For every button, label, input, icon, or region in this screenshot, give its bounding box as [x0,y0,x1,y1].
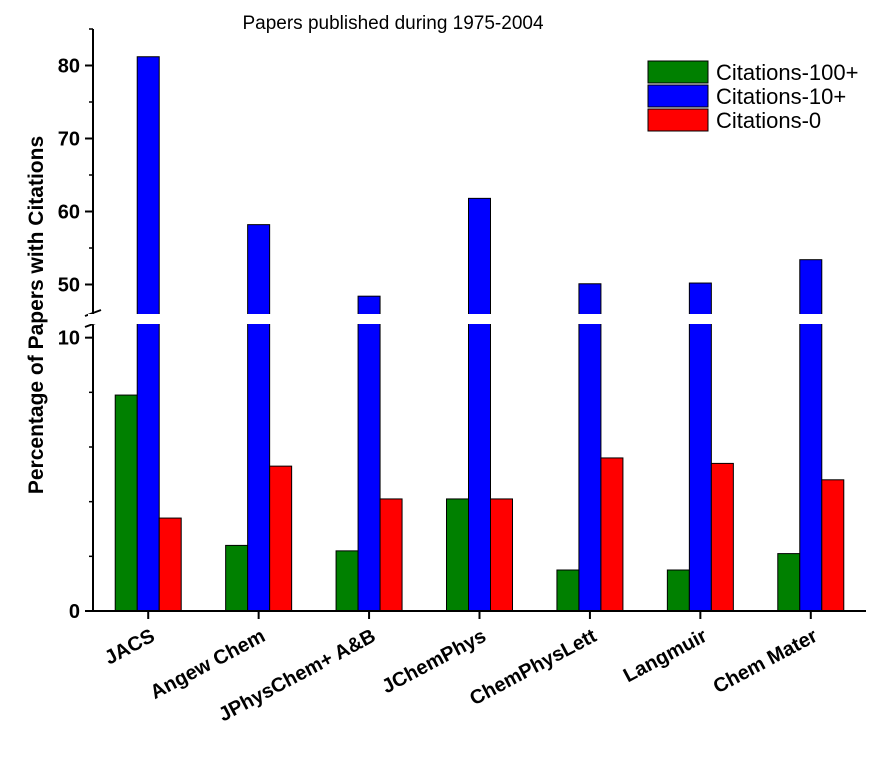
legend-label: Citations-100+ [716,60,858,85]
bar-jacs-series-1 [114,394,138,612]
bar-angew-chem-series-3 [269,465,293,612]
chart-title: Papers published during 1975-2004 [242,13,543,34]
bar-chem-mater-series-1 [777,553,801,612]
bar-jphyschem-a-b-series-1 [335,550,359,612]
y-axis-label: Percentage of Papers with Citations [25,136,48,494]
bars-layer [114,56,845,612]
x-tick-label: Langmuir [620,625,711,687]
bar-chemphyslett-series-3 [600,457,624,612]
bar-jphyschem-a-b-series-3 [379,498,403,612]
bar-langmuir-series-1 [666,569,690,612]
bar-angew-chem-series-2 [247,224,271,612]
y-tick-label: 10 [58,328,80,350]
x-tick-label: ChemPhysLett [466,625,600,710]
bar-chemphyslett-series-2 [578,283,602,612]
y-tick-label: 0 [69,601,80,623]
legend: Citations-100+Citations-10+Citations-0 [647,60,858,133]
legend-label: Citations-0 [716,108,821,133]
bar-jchemphys-series-2 [468,197,491,612]
y-tick-label: 50 [58,275,80,297]
bar-chem-mater-series-2 [799,259,823,612]
x-tick-label: Chem Mater [710,625,822,698]
legend-swatch [647,60,709,84]
bar-jchemphys-series-3 [490,498,513,612]
bar-langmuir-series-3 [710,462,734,612]
legend-label: Citations-10+ [716,84,846,109]
bar-jphyschem-a-b-series-2 [357,295,381,612]
bar-angew-chem-series-1 [225,544,249,612]
y-tick-label: 60 [58,202,80,224]
x-tick-label: JACS [101,625,158,669]
y-tick-label: 70 [58,129,80,151]
bar-chemphyslett-series-1 [556,569,580,612]
legend-swatch [647,108,709,132]
axis-break-band [88,314,871,324]
bar-jacs-series-3 [158,517,182,612]
axis-break-mark [84,309,102,317]
y-tick-label: 80 [58,56,80,78]
bar-chem-mater-series-3 [821,479,845,612]
bar-jchemphys-series-1 [446,498,469,612]
bar-jacs-series-2 [136,56,160,612]
bar-langmuir-series-2 [688,282,712,612]
legend-swatch [647,84,709,108]
